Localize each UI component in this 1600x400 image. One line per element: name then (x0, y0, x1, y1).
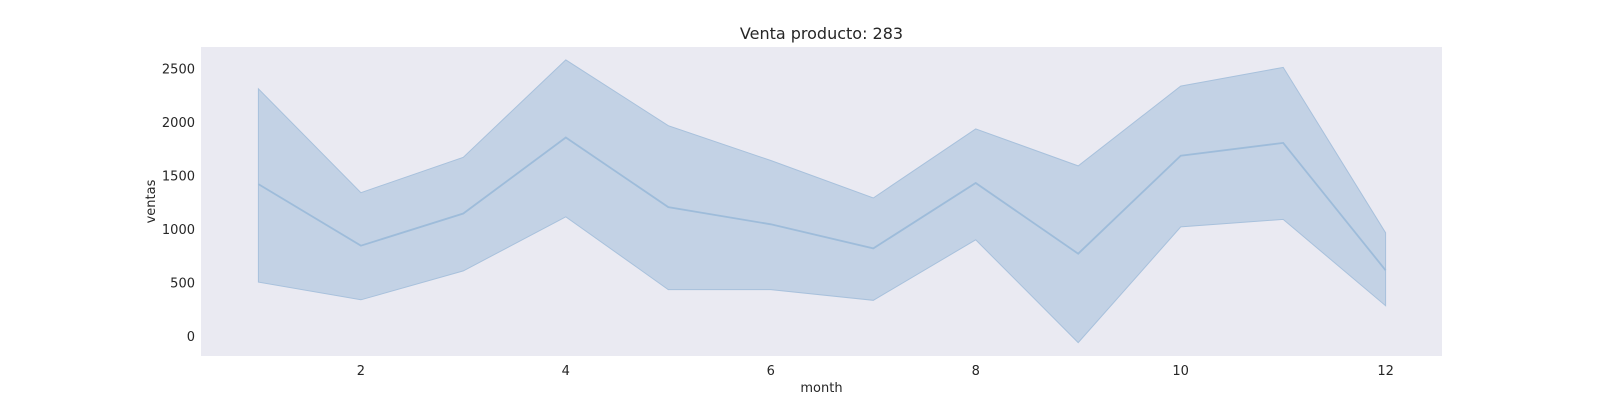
x-axis-label: month (800, 381, 842, 396)
confidence-band-0 (257, 59, 1387, 344)
chart-title: Venta producto: 283 (740, 24, 903, 43)
y-tick-labels: 0 500 1000 1500 2000 2500 (162, 62, 195, 345)
confidence-band-layer (257, 59, 1387, 344)
y-tick-label: 0 (187, 330, 195, 345)
x-tick-label: 4 (562, 364, 570, 379)
y-tick-label: 2000 (162, 116, 195, 131)
x-tick-labels: 2 4 6 8 10 12 (357, 364, 1394, 379)
y-tick-label: 1500 (162, 170, 195, 185)
y-axis-label: ventas (144, 179, 159, 223)
y-tick-label: 500 (170, 277, 195, 292)
x-tick-label: 12 (1377, 364, 1394, 379)
y-tick-label: 1000 (162, 223, 195, 238)
series-line-0 (257, 136, 1387, 271)
series-line-layer (257, 136, 1387, 271)
x-tick-label: 8 (972, 364, 980, 379)
x-tick-label: 10 (1172, 364, 1189, 379)
y-tick-label: 2500 (162, 62, 195, 77)
x-tick-label: 2 (357, 364, 365, 379)
x-tick-label: 6 (767, 364, 775, 379)
